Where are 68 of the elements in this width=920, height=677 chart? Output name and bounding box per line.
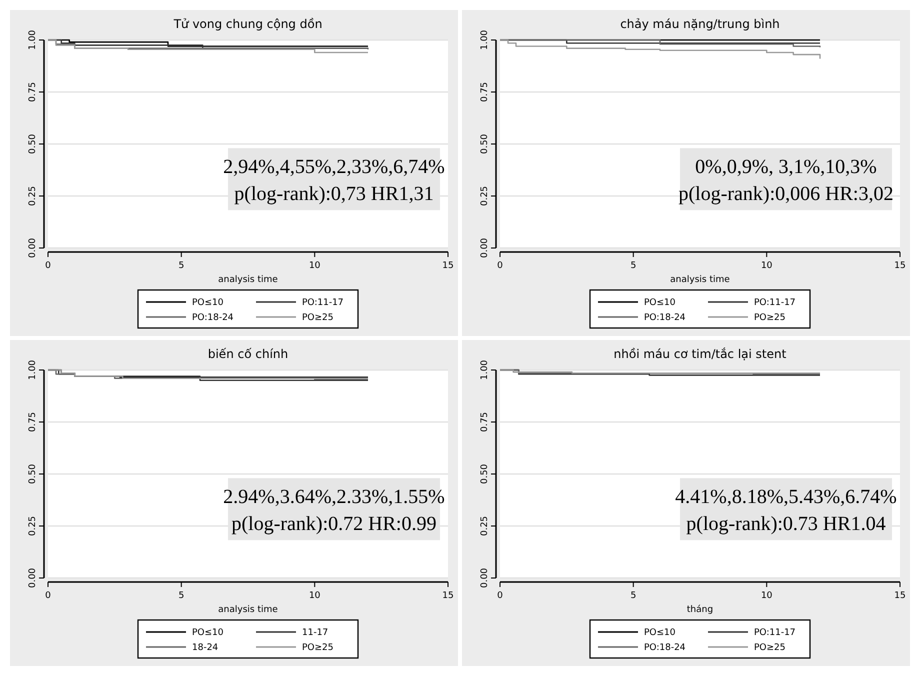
annotation: p(log-rank):0.72 HR:0.99 — [232, 513, 436, 536]
legend-label: 18-24 — [192, 643, 218, 653]
x-axis-title: analysis time — [218, 605, 278, 615]
legend-label: PO:11-17 — [754, 298, 796, 308]
x-tick-label: 10 — [308, 591, 321, 601]
x-tick-label: 0 — [45, 261, 52, 271]
chart-title: chảy máu nặng/trung bình — [620, 17, 780, 31]
annotation: p(log-rank):0.73 HR1.04 — [686, 513, 886, 536]
x-tick-label: 15 — [894, 591, 906, 601]
annotation: p(log-rank):0,73 HR1,31 — [234, 183, 434, 206]
y-tick-label: 0.75 — [28, 412, 38, 432]
legend-label: PO≥25 — [302, 313, 334, 323]
chart-title: Tử vong chung cộng dồn — [172, 17, 322, 31]
x-tick-label: 15 — [442, 261, 454, 271]
x-tick-label: 15 — [442, 591, 454, 601]
y-tick-label: 1.00 — [480, 360, 490, 380]
chart-title: nhồi máu cơ tim/tắc lại stent — [614, 347, 787, 361]
x-tick-label: 10 — [308, 261, 321, 271]
y-tick-label: 0.25 — [480, 516, 490, 536]
x-tick-label: 5 — [630, 591, 636, 601]
legend-label: PO≥25 — [754, 313, 786, 323]
legend-label: PO≤10 — [192, 628, 224, 638]
y-tick-label: 0.00 — [480, 238, 490, 258]
legend-label: PO≤10 — [192, 298, 224, 308]
y-tick-label: 1.00 — [28, 30, 38, 50]
x-axis-title: analysis time — [670, 275, 730, 285]
annotation: 2.94%,3.64%,2.33%,1.55% — [223, 486, 445, 508]
x-tick-label: 10 — [760, 261, 773, 271]
y-tick-label: 0.50 — [480, 134, 490, 154]
legend-label: PO≤10 — [644, 298, 676, 308]
legend-label: PO≥25 — [754, 643, 786, 653]
y-tick-label: 0.50 — [28, 134, 38, 154]
y-tick-label: 0.25 — [28, 186, 38, 206]
legend-label: PO:18-24 — [644, 643, 686, 653]
x-tick-label: 0 — [45, 591, 52, 601]
x-axis-title: analysis time — [218, 275, 278, 285]
y-tick-label: 1.00 — [28, 360, 38, 380]
y-tick-label: 0.00 — [28, 568, 38, 588]
legend-label: PO:18-24 — [192, 313, 234, 323]
x-axis-title: tháng — [686, 604, 714, 615]
y-tick-label: 0.00 — [480, 568, 490, 588]
y-tick-label: 0.75 — [480, 412, 490, 432]
legend-label: PO≥25 — [302, 643, 334, 653]
y-tick-label: 0.50 — [28, 464, 38, 484]
x-tick-label: 5 — [630, 261, 636, 271]
y-tick-label: 0.75 — [480, 82, 490, 102]
x-tick-label: 5 — [178, 261, 184, 271]
x-tick-label: 0 — [497, 261, 504, 271]
x-tick-label: 5 — [178, 591, 184, 601]
annotation: p(log-rank):0,006 HR:3,02 — [678, 183, 894, 206]
legend-label: PO:11-17 — [302, 298, 344, 308]
y-tick-label: 0.25 — [28, 516, 38, 536]
x-tick-label: 15 — [894, 261, 906, 271]
chart-title: biến cố chính — [208, 347, 288, 361]
annotation: 4.41%,8.18%,5.43%,6.74% — [675, 486, 897, 508]
x-tick-label: 0 — [497, 591, 504, 601]
legend-label: PO:18-24 — [644, 313, 686, 323]
y-tick-label: 1.00 — [480, 30, 490, 50]
y-tick-label: 0.00 — [28, 238, 38, 258]
y-tick-label: 0.50 — [480, 464, 490, 484]
x-tick-label: 10 — [760, 591, 773, 601]
legend-label: PO≤10 — [644, 628, 676, 638]
y-tick-label: 0.25 — [480, 186, 490, 206]
y-tick-label: 0.75 — [28, 82, 38, 102]
annotation: 2,94%,4,55%,2,33%,6,74% — [223, 156, 445, 178]
legend-label: 11-17 — [302, 628, 328, 638]
annotation: 0%,0,9%, 3,1%,10,3% — [695, 156, 877, 178]
legend-label: PO:11-17 — [754, 628, 796, 638]
